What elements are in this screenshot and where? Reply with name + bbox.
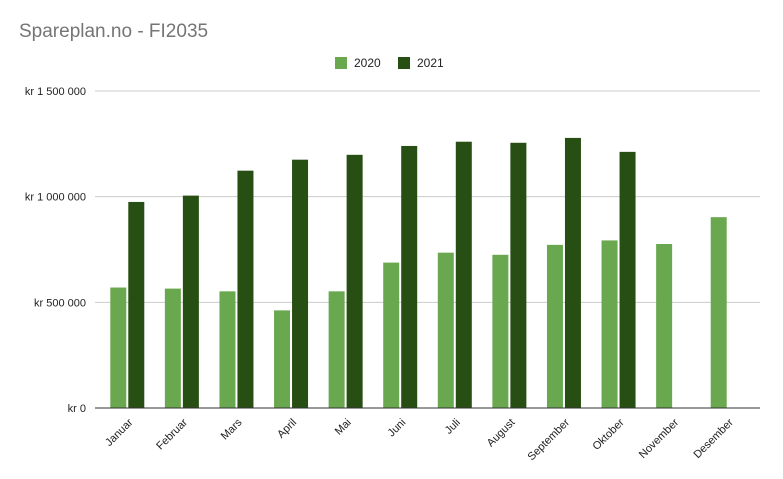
y-tick-label: kr 0 [68,403,86,415]
bar-2021-mars [237,170,254,408]
bar-2020-april [274,310,291,408]
x-tick-label: September [526,416,573,463]
bar-2021-juli [455,141,472,408]
legend-label-2021: 2021 [417,56,444,70]
chart-title: Spareplan.no - FI2035 [19,21,208,42]
x-tick-label: Januar [103,416,136,449]
bar-2021-februar [182,195,199,408]
y-tick-label: kr 1 500 000 [25,86,86,98]
bar-2021-oktober [619,151,636,408]
legend: 2020 2021 [335,56,444,70]
bar-2021-mai [346,154,363,408]
bar-2021-juni [401,145,418,409]
bar-2020-februar [164,288,181,408]
bar-2021-august [510,142,527,408]
bar-2021-september [564,137,581,408]
x-tick-label: Juni [386,417,409,440]
x-tick-label: Juli [443,417,463,437]
x-tick-label: Desember [691,416,736,461]
bar-2020-mai [328,291,345,408]
x-tick-label: Oktober [591,416,627,452]
bar-2020-desember [710,217,727,408]
x-tick-label: November [637,416,682,461]
bar-2020-juni [383,262,400,408]
x-tick-label: April [275,417,299,441]
bar-2020-november [656,244,673,408]
x-tick-label: August [485,417,518,450]
bar-2020-januar [110,287,127,408]
bar-2020-september [546,244,563,408]
y-tick-label: kr 1 000 000 [25,192,86,204]
legend-label-2020: 2020 [354,56,381,70]
bar-2020-august [492,254,509,408]
bar-2020-oktober [601,240,618,408]
bar-2021-april [292,159,309,408]
legend-swatch-2021 [398,57,410,69]
x-axis: Januar Februar Mars April Mai Juni Juli August S… [103,416,736,463]
bar-2020-juli [437,252,454,408]
x-tick-label: Februar [154,416,190,452]
bar-2020-mars [219,291,236,408]
x-tick-label: Mai [333,417,354,438]
legend-swatch-2020 [335,57,347,69]
bar-2021-januar [128,201,145,408]
y-axis: kr 0 kr 500 000 kr 1 000 000 kr 1 500 000 [25,86,86,415]
bars [110,137,727,409]
gridlines [95,90,760,303]
y-tick-label: kr 500 000 [34,297,86,309]
x-tick-label: Mars [219,416,245,442]
